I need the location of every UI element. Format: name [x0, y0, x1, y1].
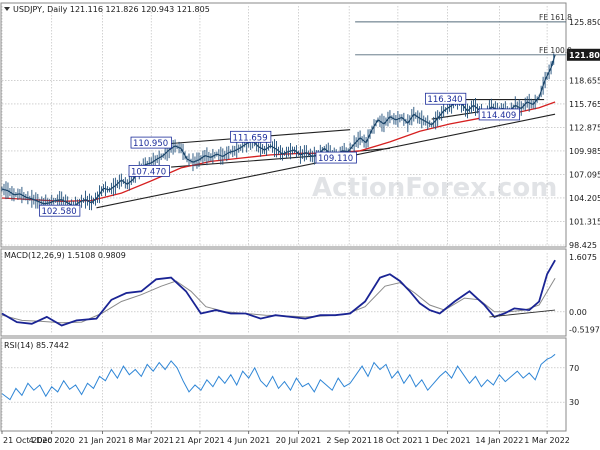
price-grid — [1, 6, 565, 246]
macd-panel-frame — [0, 248, 567, 337]
fibonacci-level-label: FE 161.8 — [539, 13, 572, 22]
price-panel-title: USDJPY, Daily 121.116 121.826 120.943 12… — [13, 5, 210, 14]
date-label: 21 Jan 2021 — [78, 436, 126, 445]
price-y-tick-label: 107.095 — [569, 170, 600, 179]
price-y-tick-label: 112.875 — [569, 123, 600, 132]
price-annotations: 102.580 110.950 107.470 111.659 109.110 116.3… — [39, 92, 520, 217]
fibonacci-level-label: FE 100.0 — [539, 46, 572, 55]
date-label: 1 Dec 2021 — [425, 436, 471, 445]
price-y-tick-label: 104.205 — [569, 194, 600, 203]
rsi-y-tick-label: 70 — [569, 364, 579, 373]
annotation-label: 111.659 — [232, 133, 267, 143]
date-label: 1 Mar 2022 — [524, 436, 570, 445]
price-line — [1, 54, 556, 207]
annotation-label: 109.110 — [318, 154, 353, 164]
rsi-y-tick-label: 30 — [569, 398, 579, 407]
date-label: 4 Jun 2021 — [227, 436, 270, 445]
date-label: 8 Mar 2021 — [128, 436, 174, 445]
annotation-label: 110.950 — [133, 139, 168, 149]
annotation-label: 116.340 — [427, 95, 462, 105]
macd-trendline — [489, 309, 556, 318]
price-y-tick-label: 98.425 — [569, 241, 597, 250]
rsi-lines — [1, 353, 556, 401]
price-y-tick-label: 125.850 — [569, 18, 600, 27]
price-y-tick-label: 121.805 — [569, 51, 600, 60]
price-y-axis: 125.850 121.805 118.655 115.765 112.875 109.9… — [567, 18, 600, 250]
macd-y-tick-label: -0.5197 — [569, 326, 600, 335]
annotation-box — [230, 130, 272, 143]
rsi-grid — [1, 342, 565, 428]
rsi-panel-title: RSI(14) 85.7442 — [4, 341, 69, 350]
annotation-label: 107.470 — [131, 167, 166, 177]
price-title-group: USDJPY, Daily 121.116 121.826 120.943 12… — [4, 5, 210, 14]
price-y-tick-label: 115.765 — [569, 100, 600, 109]
annotation-box — [39, 204, 81, 217]
annotation-label: 102.580 — [41, 207, 76, 217]
annotation-box — [425, 92, 467, 105]
moving-average — [1, 101, 556, 202]
macd-y-tick-label: 0.00 — [569, 308, 587, 317]
price-panel-frame — [0, 2, 567, 248]
macd-panel-title: MACD(12,26,9) 1.5108 0.9809 — [4, 251, 126, 260]
fibonacci-levels: FE 161.8 FE 100.0 — [355, 13, 572, 56]
macd-line — [1, 259, 556, 327]
date-label: 21 Apr 2021 — [175, 436, 224, 445]
macd-lines — [1, 259, 556, 327]
rsi-y-axis: 70 30 — [569, 364, 579, 407]
moving-average-line — [1, 101, 556, 202]
rsi-panel-frame — [0, 337, 567, 432]
date-label: 4 Dec 2020 — [29, 436, 75, 445]
annotation-box — [128, 165, 170, 177]
annotation-box — [315, 151, 357, 164]
macd-signal-line — [1, 278, 556, 324]
watermark: ActionForex.com — [312, 173, 557, 203]
price-y-tick-label: 101.315 — [569, 217, 600, 226]
date-label: 18 Oct 2021 — [373, 436, 422, 445]
macd-y-axis: 1.6075 0.00 -0.5197 — [569, 253, 600, 335]
price-y-tick-label-box — [567, 48, 600, 61]
chevron-down-icon[interactable] — [4, 7, 10, 11]
annotation-box — [478, 108, 520, 121]
macd-grid — [1, 253, 565, 333]
price-y-tick-label: 109.985 — [569, 147, 600, 156]
date-label: 14 Jan 2022 — [475, 436, 523, 445]
annotation-box — [130, 136, 172, 149]
annotation-label: 114.409 — [481, 111, 516, 121]
date-label: 20 Jul 2021 — [276, 436, 321, 445]
macd-y-tick-label: 1.6075 — [569, 253, 597, 262]
rsi-line — [1, 353, 556, 401]
date-label: 2 Sep 2021 — [326, 436, 372, 445]
price-y-tick-label: 118.655 — [569, 76, 600, 85]
date-label: 21 Oct 2020 — [3, 436, 52, 445]
